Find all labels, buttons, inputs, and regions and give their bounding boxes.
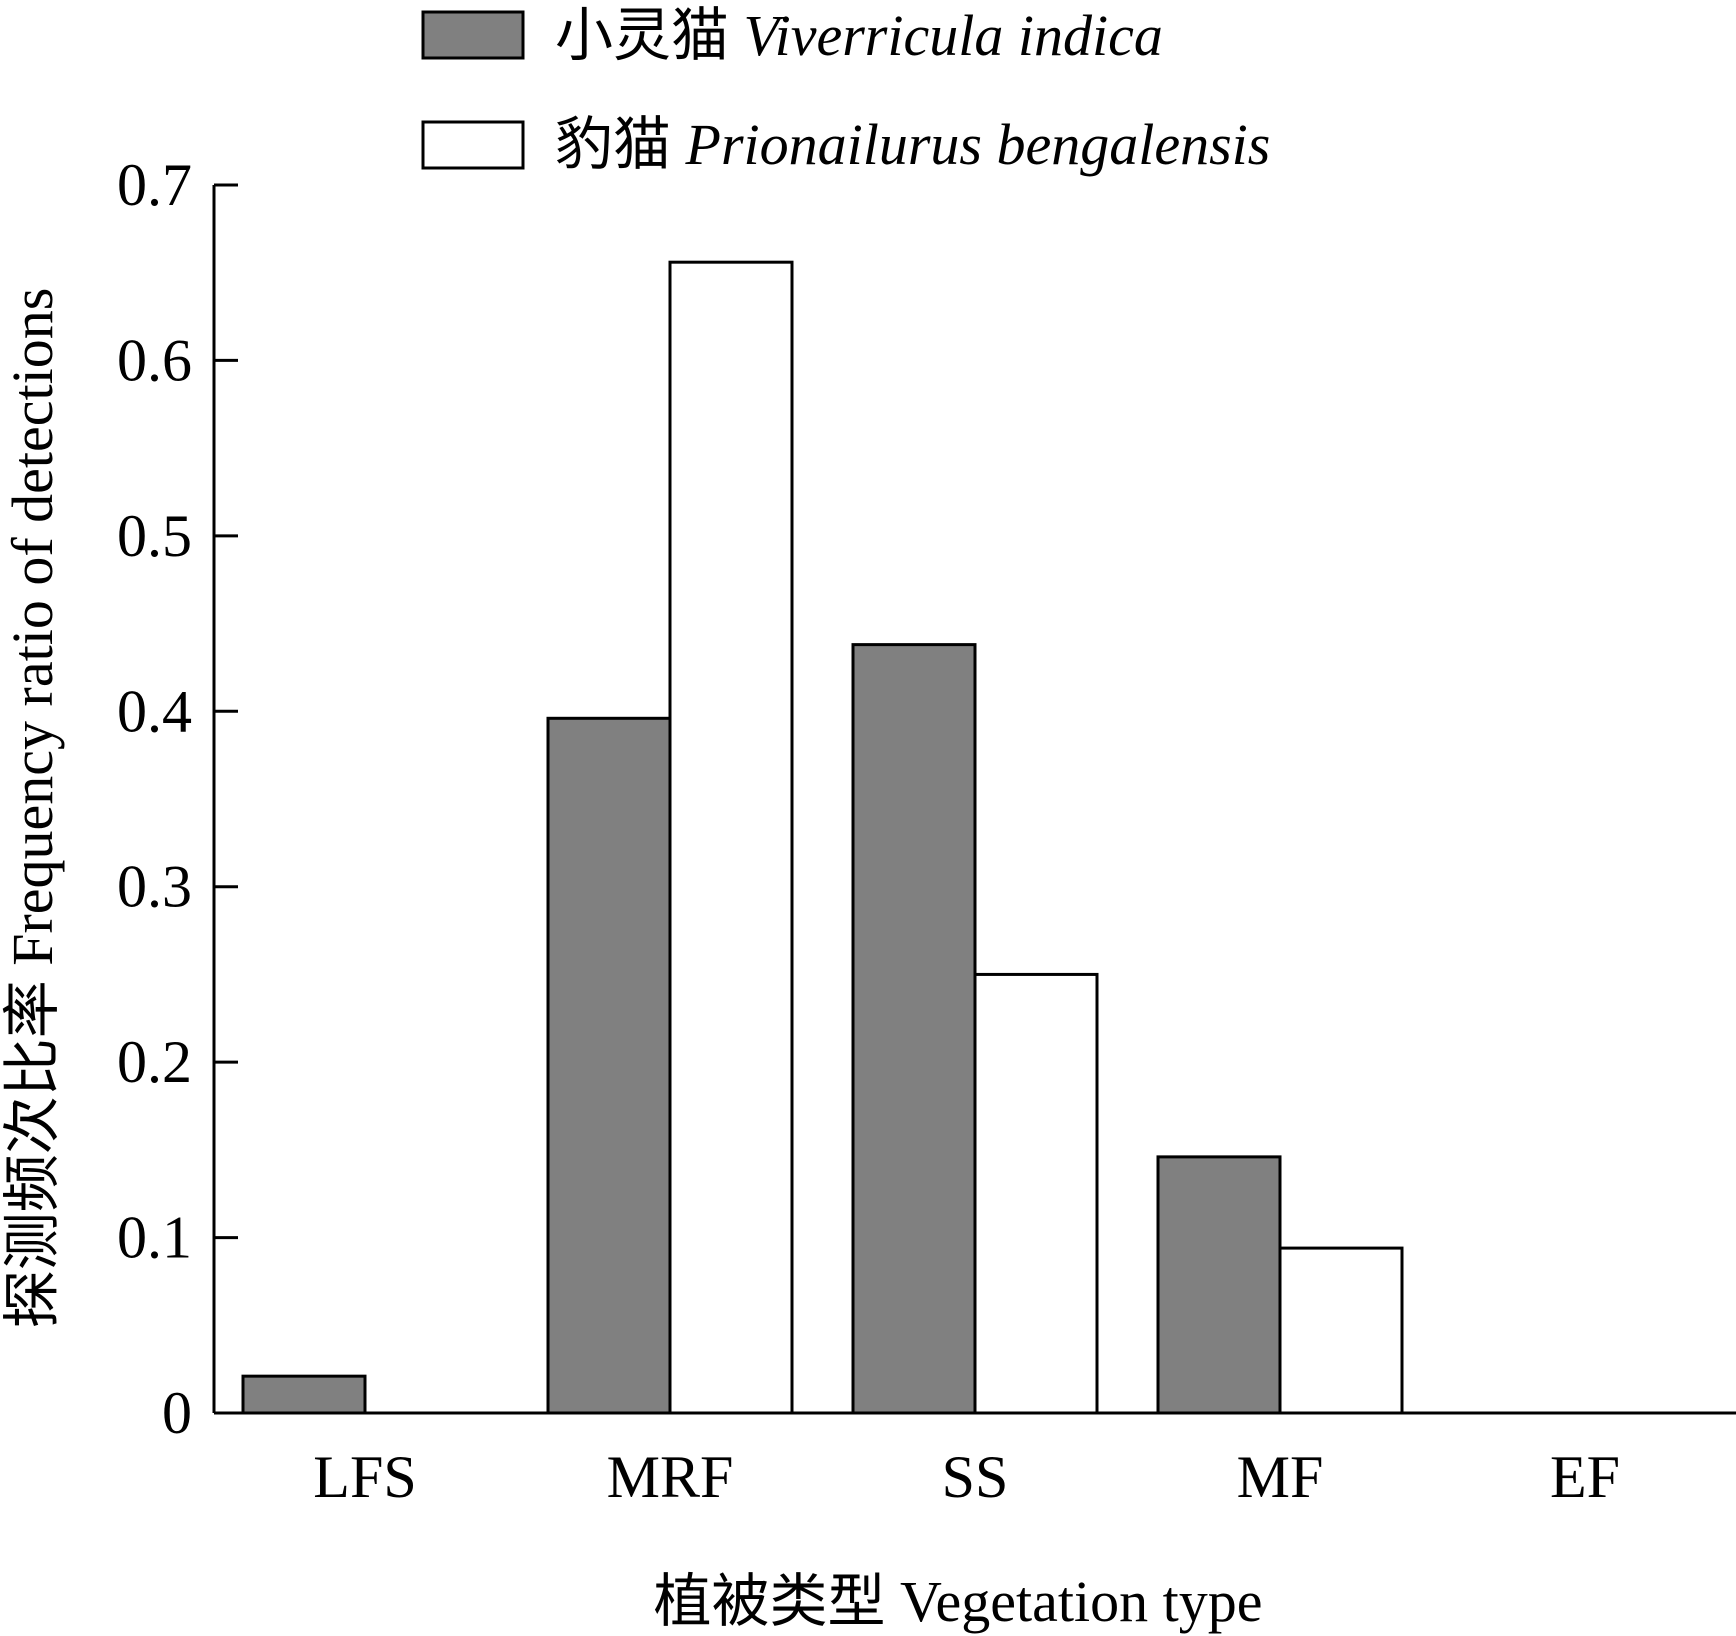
bar-mf-series-1 xyxy=(1278,1246,1404,1415)
y-axis-title: 探测频次比率 Frequency ratio of detections xyxy=(0,288,65,1329)
x-tick-label-mf: MF xyxy=(1237,1444,1324,1510)
x-tick-label-ef: EF xyxy=(1550,1444,1620,1510)
legend-sci-prionailurus: Prionailurus bengalensis xyxy=(685,112,1271,177)
y-tick-label: 0.1 xyxy=(117,1205,192,1271)
x-axis-title: 植被类型 Vegetation type xyxy=(654,1569,1263,1634)
y-tick-label: 0.2 xyxy=(117,1029,192,1095)
x-tick-label-ss: SS xyxy=(942,1444,1009,1510)
bar-mrf-series-1 xyxy=(668,260,794,1415)
legend-swatch-prionailurus xyxy=(421,120,525,170)
legend-sci-viverricula: Viverricula indica xyxy=(744,3,1163,68)
bar-mf-series-0 xyxy=(1156,1155,1282,1415)
legend-label-prionailurus: 豹猫 Prionailurus bengalensis xyxy=(555,112,1270,177)
y-tick-label: 0 xyxy=(162,1380,192,1446)
y-tick-label: 0.6 xyxy=(117,327,192,393)
bar-ss-series-0 xyxy=(851,643,977,1415)
bars xyxy=(241,260,1404,1415)
x-tick-label-mrf: MRF xyxy=(607,1444,734,1510)
y-tick-label: 0.7 xyxy=(117,152,192,218)
legend-label-viverricula: 小灵猫 Viverricula indica xyxy=(555,3,1163,68)
y-tick-label: 0.3 xyxy=(117,854,192,920)
y-axis: 0 0.1 0.2 0.3 0.4 0.5 0.6 0.7 xyxy=(117,152,238,1446)
legend-swatch-viverricula xyxy=(421,10,525,60)
y-tick-label: 0.4 xyxy=(117,678,192,744)
bar-lfs-series-0 xyxy=(241,1374,367,1415)
x-axis: LFS MRF SS MF EF xyxy=(214,1411,1736,1510)
y-tick-label: 0.5 xyxy=(117,503,192,569)
bar-ss-series-1 xyxy=(973,972,1099,1415)
legend: 小灵猫 Viverricula indica 豹猫 Prionailurus b… xyxy=(421,3,1270,177)
bar-mrf-series-0 xyxy=(546,716,672,1415)
x-tick-label-lfs: LFS xyxy=(313,1444,416,1510)
